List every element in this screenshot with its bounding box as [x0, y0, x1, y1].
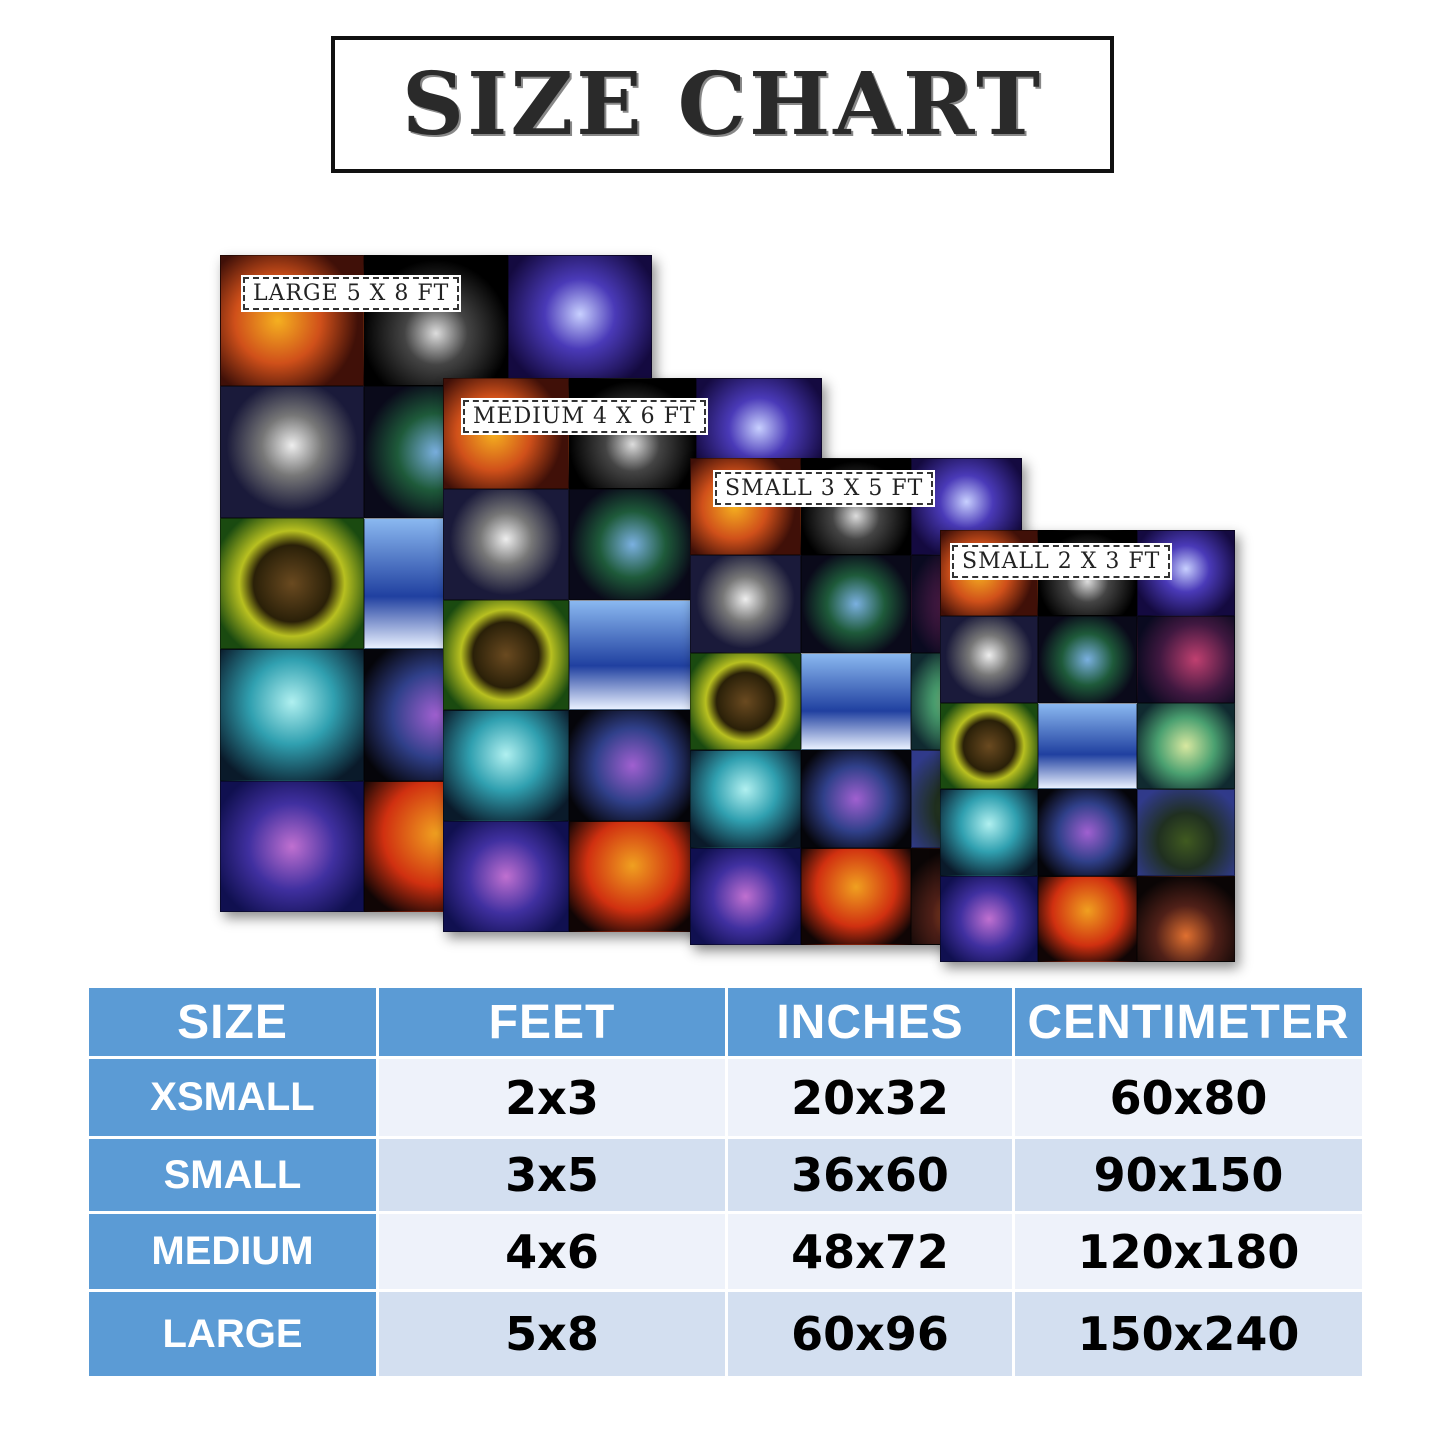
- size-cell: XSMALL: [86, 1056, 379, 1139]
- rug-artwork-tile: [569, 821, 696, 932]
- table-row: XSMALL 2x3 20x32 60x80: [86, 1056, 1365, 1139]
- rug-artwork-tile: [220, 780, 364, 912]
- rug-label-xsmall: SMALL 2 X 3 FT: [949, 543, 1173, 580]
- cm-cell: 60x80: [1012, 1056, 1365, 1139]
- rug-artwork-tile: [569, 488, 696, 600]
- table-row: SMALL 3x5 36x60 90x150: [86, 1136, 1365, 1214]
- rug-artwork-tile: [569, 378, 696, 489]
- feet-cell: 2x3: [376, 1056, 728, 1139]
- rug-artwork-tile: [940, 616, 1039, 703]
- rug-artwork-tile: [443, 488, 570, 600]
- rug-artwork-tile: [220, 255, 364, 387]
- rug-artwork-tile: [690, 847, 801, 945]
- rug-artwork-tile: [1136, 702, 1235, 790]
- rug-artwork-tile: [690, 555, 801, 653]
- size-table: SIZE FEET INCHES CENTIMETER XSMALL 2x3 2…: [86, 985, 1365, 1379]
- cm-cell: 120x180: [1012, 1211, 1365, 1292]
- rug-artwork-tile: [800, 652, 912, 751]
- size-cell: MEDIUM: [86, 1211, 379, 1292]
- size-cell: SMALL: [86, 1136, 379, 1214]
- header-inches: INCHES: [725, 985, 1015, 1059]
- rug-artwork-tile: [508, 255, 652, 387]
- rug-artwork-tile: [220, 386, 364, 518]
- rug-artwork-tile: [1136, 789, 1235, 876]
- cm-cell: 150x240: [1012, 1289, 1365, 1379]
- rug-artwork-tile: [443, 710, 570, 822]
- rug-artwork-tile: [443, 821, 570, 932]
- inches-cell: 48x72: [725, 1211, 1015, 1292]
- feet-cell: 4x6: [376, 1211, 728, 1292]
- header-centimeter: CENTIMETER: [1012, 985, 1365, 1059]
- inches-cell: 36x60: [725, 1136, 1015, 1214]
- size-cell: LARGE: [86, 1289, 379, 1379]
- header-size: SIZE: [86, 985, 379, 1059]
- title-box: SIZE CHART: [331, 36, 1114, 173]
- rug-artwork-tile: [800, 847, 912, 945]
- rug-artwork-tile: [690, 750, 801, 848]
- rug-artwork-tile: [690, 652, 801, 751]
- rug-xsmall-image: [940, 530, 1235, 962]
- rug-artwork-tile: [220, 517, 364, 650]
- rug-artwork-tile: [443, 599, 570, 711]
- rug-artwork-tile: [1038, 616, 1137, 703]
- rug-artwork-tile: [940, 702, 1039, 790]
- rug-artwork-tile: [800, 555, 912, 653]
- rug-artwork-tile: [569, 710, 696, 822]
- feet-cell: 5x8: [376, 1289, 728, 1379]
- page-title: SIZE CHART: [402, 54, 1043, 155]
- rug-artwork-tile: [443, 378, 570, 489]
- rug-artwork-tile: [1136, 875, 1235, 962]
- feet-cell: 3x5: [376, 1136, 728, 1214]
- header-feet: FEET: [376, 985, 728, 1059]
- inches-cell: 20x32: [725, 1056, 1015, 1139]
- rug-artwork-tile: [1038, 789, 1137, 876]
- rug-artwork-tile: [1038, 875, 1137, 962]
- rug-label-medium: MEDIUM 4 X 6 FT: [461, 398, 708, 435]
- rug-artwork-tile: [800, 750, 912, 848]
- rug-artwork-tile: [220, 649, 364, 781]
- rug-label-large: LARGE 5 X 8 FT: [240, 275, 462, 312]
- cm-cell: 90x150: [1012, 1136, 1365, 1214]
- rug-artwork-tile: [1136, 616, 1235, 703]
- rug-artwork-tile: [940, 875, 1039, 962]
- table-header-row: SIZE FEET INCHES CENTIMETER: [86, 985, 1365, 1059]
- rug-artwork-tile: [569, 599, 696, 711]
- inches-cell: 60x96: [725, 1289, 1015, 1379]
- table-row: MEDIUM 4x6 48x72 120x180: [86, 1211, 1365, 1292]
- rug-artwork-tile: [364, 255, 508, 387]
- table-row: LARGE 5x8 60x96 150x240: [86, 1289, 1365, 1379]
- rug-artwork-tile: [940, 789, 1039, 876]
- rug-label-small: SMALL 3 X 5 FT: [712, 470, 936, 507]
- rug-artwork-tile: [1038, 702, 1137, 790]
